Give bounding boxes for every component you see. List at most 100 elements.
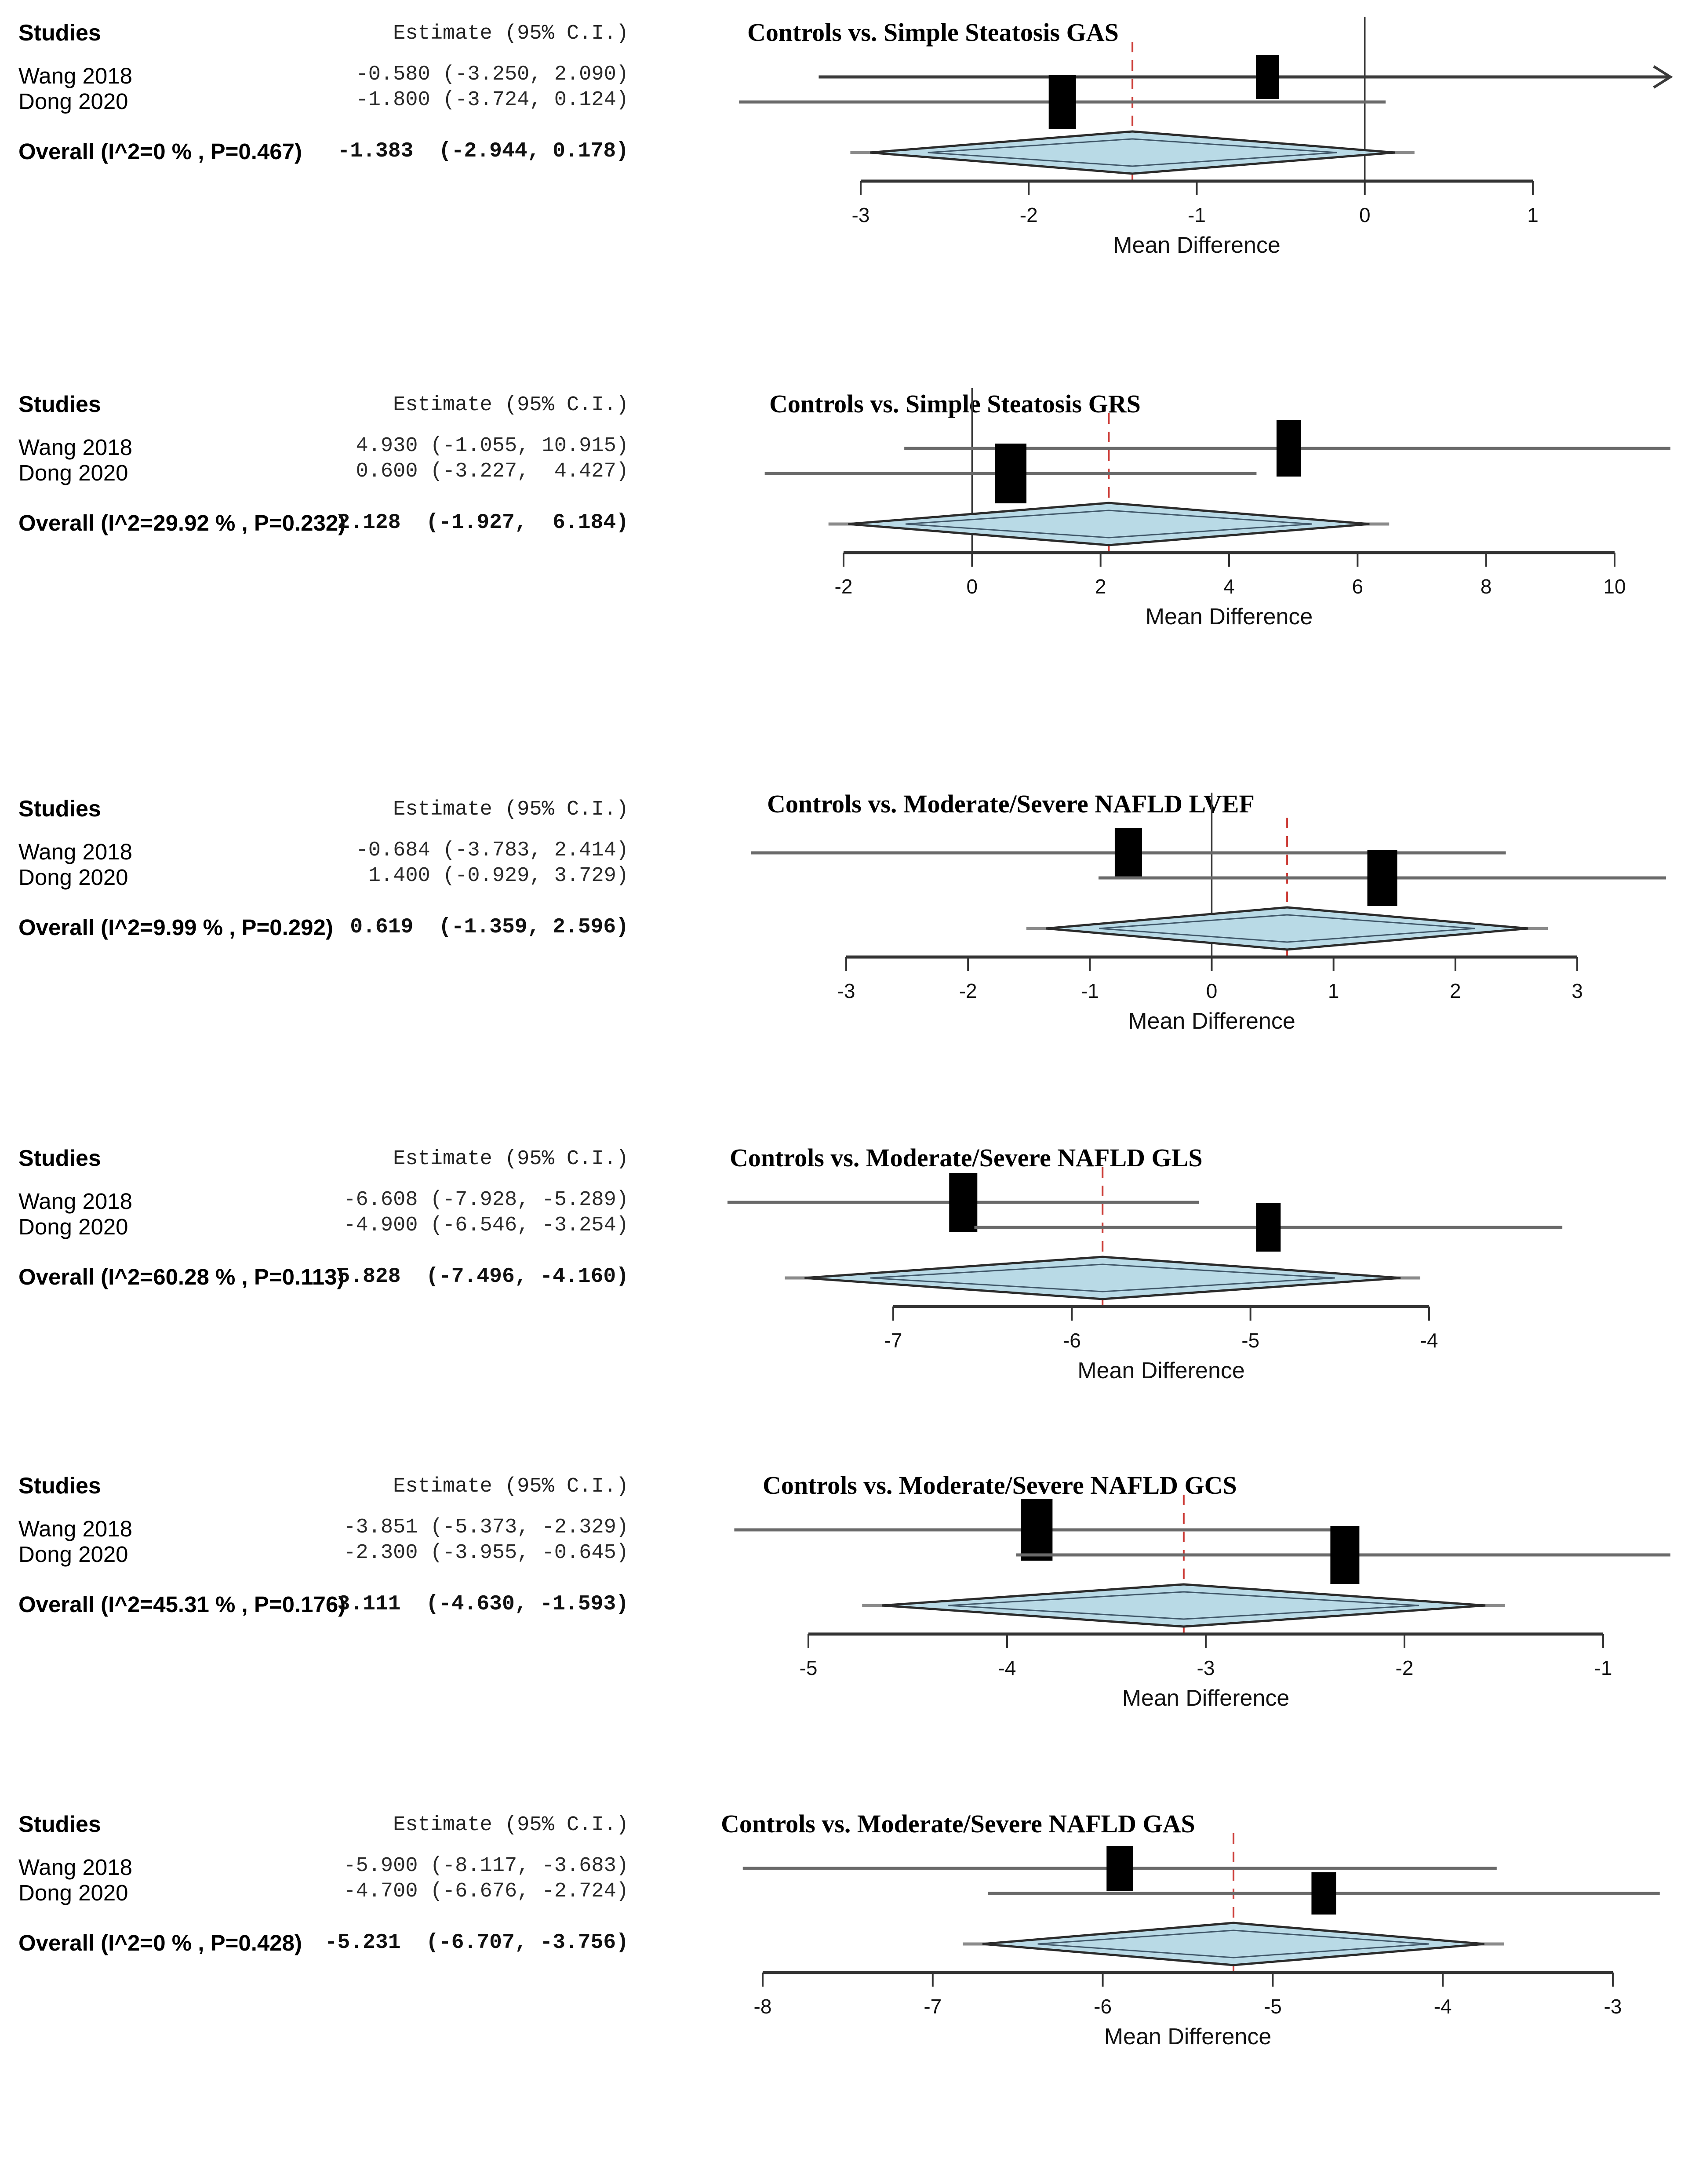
study-label: Wang 2018 xyxy=(18,1189,132,1214)
study-estimate: -1.800 (-3.724, 0.124) xyxy=(356,88,629,112)
svg-text:-2: -2 xyxy=(835,575,853,598)
svg-text:-5: -5 xyxy=(1241,1329,1259,1352)
overall-estimate: -5.231 (-6.707, -3.756) xyxy=(324,1931,629,1955)
forest-plot-canvas: -8 -7 -6 -5 -4 -3 Mean Difference xyxy=(742,1833,1660,2049)
svg-text:3: 3 xyxy=(1572,979,1583,1002)
study-label: Dong 2020 xyxy=(18,460,128,485)
svg-text:Mean Difference: Mean Difference xyxy=(1104,2024,1272,2049)
svg-text:-1: -1 xyxy=(1188,204,1206,226)
study-estimate: -6.608 (-7.928, -5.289) xyxy=(343,1188,629,1212)
overall-label: Overall (I^2=45.31 % , P=0.176) xyxy=(18,1592,346,1617)
study-label: Wang 2018 xyxy=(18,1516,132,1541)
forest-plot-canvas: -7 -6 -5 -4 Mean Difference xyxy=(727,1167,1563,1383)
svg-text:6: 6 xyxy=(1352,575,1364,598)
svg-text:Mean Difference: Mean Difference xyxy=(1122,1685,1290,1711)
plot-title: Controls vs. Moderate/Severe NAFLD GLS xyxy=(730,1143,1203,1172)
svg-text:-4: -4 xyxy=(1420,1329,1438,1352)
study-label: Wang 2018 xyxy=(18,839,132,864)
svg-text:-3: -3 xyxy=(1197,1656,1215,1679)
study-label: Dong 2020 xyxy=(18,89,128,114)
column-header-estimate: Estimate (95% C.I.) xyxy=(393,1475,629,1498)
svg-text:-2: -2 xyxy=(1396,1656,1414,1679)
plot-title: Controls vs. Moderate/Severe NAFLD GCS xyxy=(763,1471,1237,1500)
column-header-studies: Studies xyxy=(18,796,101,822)
svg-text:-3: -3 xyxy=(837,979,855,1002)
column-header-studies: Studies xyxy=(18,1473,101,1499)
forest-plot-canvas: -5 -4 -3 -2 -1 Mean Difference xyxy=(734,1495,1670,1711)
svg-text:Mean Difference: Mean Difference xyxy=(1146,604,1313,630)
svg-text:4: 4 xyxy=(1223,575,1235,598)
study-estimate: 1.400 (-0.929, 3.729) xyxy=(368,864,629,888)
column-header-studies: Studies xyxy=(18,20,101,46)
forest-panel-lvef: Studies Estimate (95% C.I.) Controls vs.… xyxy=(0,776,1688,1141)
study-estimate: -4.900 (-6.546, -3.254) xyxy=(343,1214,629,1237)
svg-text:Mean Difference: Mean Difference xyxy=(1077,1358,1245,1383)
svg-text:-5: -5 xyxy=(800,1656,818,1679)
column-header-studies: Studies xyxy=(18,1812,101,1837)
overall-label: Overall (I^2=29.92 % , P=0.232) xyxy=(18,510,346,535)
plot-title: Controls vs. Moderate/Severe NAFLD GAS xyxy=(721,1809,1195,1838)
column-header-estimate: Estimate (95% C.I.) xyxy=(393,1147,629,1171)
svg-text:0: 0 xyxy=(1359,204,1371,226)
study-estimate: -0.580 (-3.250, 2.090) xyxy=(356,63,629,86)
forest-panel-gas-simple: Studies Estimate (95% C.I.) Controls vs.… xyxy=(0,0,1688,365)
svg-text:10: 10 xyxy=(1603,575,1626,598)
forest-panel-grs-simple: Studies Estimate (95% C.I.) Controls vs.… xyxy=(0,371,1688,736)
study-estimate: -5.900 (-8.117, -3.683) xyxy=(343,1854,629,1878)
study-label: Dong 2020 xyxy=(18,1542,128,1567)
column-header-estimate: Estimate (95% C.I.) xyxy=(393,393,629,417)
study-estimate: 0.600 (-3.227, 4.427) xyxy=(356,460,629,483)
svg-text:-1: -1 xyxy=(1594,1656,1612,1679)
study-label: Wang 2018 xyxy=(18,1855,132,1880)
svg-text:-7: -7 xyxy=(924,1995,942,2018)
svg-text:1: 1 xyxy=(1527,204,1539,226)
column-header-estimate: Estimate (95% C.I.) xyxy=(393,1813,629,1837)
svg-text:-7: -7 xyxy=(884,1329,902,1352)
column-header-estimate: Estimate (95% C.I.) xyxy=(393,798,629,821)
plot-title: Controls vs. Moderate/Severe NAFLD LVEF xyxy=(767,790,1255,818)
column-header-studies: Studies xyxy=(18,392,101,417)
overall-label: Overall (I^2=0 % , P=0.467) xyxy=(18,139,302,164)
forest-panel-gls: Studies Estimate (95% C.I.) Controls vs.… xyxy=(0,1125,1688,1490)
study-estimate: -4.700 (-6.676, -2.724) xyxy=(343,1880,629,1903)
svg-text:Mean Difference: Mean Difference xyxy=(1113,233,1281,258)
plot-title: Controls vs. Simple Steatosis GAS xyxy=(747,18,1119,47)
svg-text:-3: -3 xyxy=(1604,1995,1622,2018)
study-label: Wang 2018 xyxy=(18,63,132,88)
svg-text:-2: -2 xyxy=(1020,204,1038,226)
study-estimate: -0.684 (-3.783, 2.414) xyxy=(356,839,629,862)
svg-text:2: 2 xyxy=(1095,575,1106,598)
forest-plot-canvas: -3 -2 -1 0 1 2 3 Mean Difference xyxy=(750,793,1666,1034)
study-label: Dong 2020 xyxy=(18,1214,128,1239)
svg-text:-4: -4 xyxy=(998,1656,1016,1679)
overall-estimate: 0.619 (-1.359, 2.596) xyxy=(350,915,629,939)
overall-estimate: -5.828 (-7.496, -4.160) xyxy=(324,1265,629,1289)
svg-text:8: 8 xyxy=(1481,575,1492,598)
overall-estimate: 2.128 (-1.927, 6.184) xyxy=(337,511,629,535)
study-label: Wang 2018 xyxy=(18,435,132,460)
forest-plot-canvas: -2 0 2 4 6 8 10 Mean Difference xyxy=(764,388,1670,630)
svg-text:-2: -2 xyxy=(959,979,977,1002)
svg-text:1: 1 xyxy=(1328,979,1339,1002)
study-estimate: -3.851 (-5.373, -2.329) xyxy=(343,1516,629,1539)
svg-text:0: 0 xyxy=(1206,979,1218,1002)
forest-plot-canvas: -3 -2 -1 0 1 Mean Difference xyxy=(739,17,1673,258)
svg-text:-1: -1 xyxy=(1081,979,1099,1002)
svg-text:-5: -5 xyxy=(1264,1995,1282,2018)
svg-text:-6: -6 xyxy=(1094,1995,1112,2018)
forest-panel-gcs: Studies Estimate (95% C.I.) Controls vs.… xyxy=(0,1453,1688,1818)
column-header-estimate: Estimate (95% C.I.) xyxy=(393,22,629,45)
svg-text:2: 2 xyxy=(1450,979,1461,1002)
svg-text:-4: -4 xyxy=(1434,1995,1452,2018)
forest-panel-gas-modsev: Studies Estimate (95% C.I.) Controls vs.… xyxy=(0,1791,1688,2156)
svg-text:0: 0 xyxy=(967,575,978,598)
svg-text:-6: -6 xyxy=(1063,1329,1081,1352)
study-estimate: 4.930 (-1.055, 10.915) xyxy=(356,434,629,458)
study-estimate: -2.300 (-3.955, -0.645) xyxy=(343,1541,629,1565)
svg-text:-3: -3 xyxy=(852,204,870,226)
overall-label: Overall (I^2=0 % , P=0.428) xyxy=(18,1930,302,1955)
overall-estimate: -1.383 (-2.944, 0.178) xyxy=(337,139,629,163)
overall-label: Overall (I^2=9.99 % , P=0.292) xyxy=(18,915,333,940)
plot-title: Controls vs. Simple Steatosis GRS xyxy=(769,389,1141,418)
study-label: Dong 2020 xyxy=(18,865,128,890)
